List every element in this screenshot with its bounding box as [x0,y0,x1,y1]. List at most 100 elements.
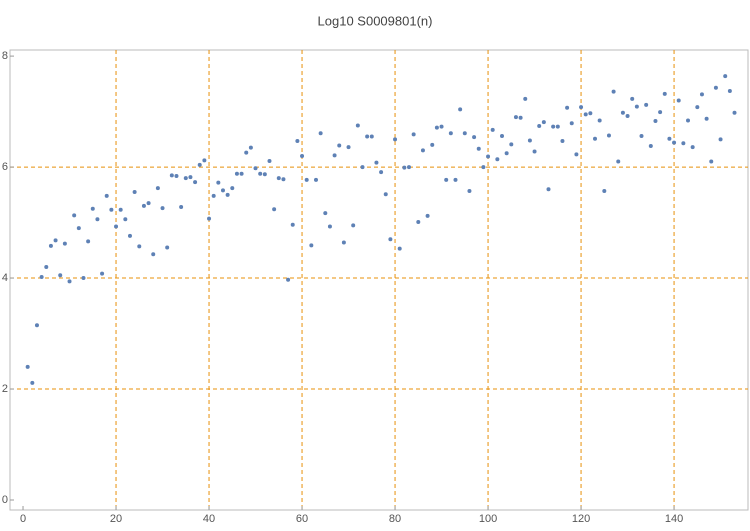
data-point [146,201,151,206]
data-point [444,177,449,182]
data-point [518,115,523,120]
data-point [234,171,239,176]
data-point [723,74,728,79]
data-point [495,157,500,162]
data-point [411,132,416,137]
data-point [579,105,584,110]
data-point [337,143,342,148]
data-point [272,207,277,212]
data-point [458,107,463,112]
data-point [658,110,663,115]
data-point [555,124,560,129]
data-point [76,226,81,231]
data-point [732,110,737,115]
data-point [709,159,714,164]
data-point [383,192,388,197]
data-point [676,98,681,103]
data-point [532,149,537,154]
data-point [388,237,393,242]
y-tick-label: 0 [2,494,8,506]
data-point [639,134,644,139]
x-tick-label: 60 [296,513,308,525]
data-point [718,137,723,142]
data-point [62,241,67,246]
data-point [620,110,625,115]
data-point [476,146,481,151]
data-point [276,176,281,181]
data-point [634,104,639,109]
data-point [220,188,225,193]
data-point [593,136,598,141]
data-point [72,213,77,218]
data-point [727,89,732,94]
data-point [569,121,574,126]
data-point [704,116,709,121]
data-point [118,207,123,212]
data-point [509,142,514,147]
data-point [104,193,109,198]
data-point [616,159,621,164]
data-point [699,92,704,97]
data-point [155,186,160,191]
data-point [197,162,202,167]
y-tick-label: 2 [2,383,8,395]
data-point [602,188,607,193]
data-point [467,188,472,193]
data-point [430,142,435,147]
data-point [90,206,95,211]
data-point [541,120,546,125]
data-point [486,154,491,159]
data-point [360,165,365,170]
data-point [216,180,221,185]
data-point [341,240,346,245]
x-tick-label: 100 [479,513,497,525]
data-point [137,244,142,249]
data-point [123,217,128,222]
data-point [109,207,114,212]
data-point [295,139,300,144]
data-point [30,380,35,385]
x-tick-label: 80 [389,513,401,525]
data-point [332,153,337,158]
data-point [416,220,421,225]
data-point [462,131,467,136]
data-point [132,190,137,195]
data-point [397,246,402,251]
data-point [630,96,635,101]
data-point [406,165,411,170]
data-point [667,136,672,141]
y-tick-label: 6 [2,161,8,173]
data-point [369,134,374,139]
data-point [95,217,100,222]
data-point [86,239,91,244]
data-point [267,158,272,163]
data-point [100,271,105,276]
data-point [565,105,570,110]
data-point [420,148,425,153]
data-point [504,151,509,156]
data-point [207,216,212,221]
data-point [481,165,486,170]
data-point [472,135,477,140]
x-tick-label: 20 [110,513,122,525]
data-point [183,176,188,181]
data-point [686,118,691,123]
data-point [527,138,532,143]
data-point [262,172,267,177]
data-point [365,134,370,139]
data-point [48,243,53,248]
data-point [551,124,556,129]
data-point [560,139,565,144]
x-tick-label: 140 [665,513,683,525]
data-point [58,273,63,278]
data-point [81,276,86,281]
data-point [193,180,198,185]
data-point [53,238,58,243]
data-point [151,252,156,257]
plot-frame [9,49,749,511]
data-point [290,222,295,227]
data-point [351,223,356,228]
data-point [588,111,593,116]
